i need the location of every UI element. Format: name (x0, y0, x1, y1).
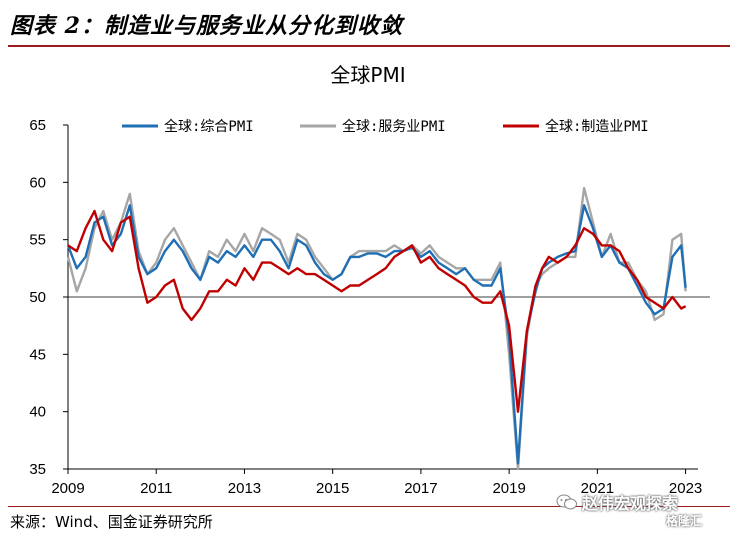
watermark-platform: 格隆汇 (666, 514, 703, 528)
x-tick-label: 2021 (581, 480, 614, 497)
pmi-line-chart: 全球PMI 35 40 45 50 55 60 65 2009 2011 2013 2015 2017 2… (29, 63, 710, 497)
legend-label: 全球:综合PMI (164, 118, 254, 135)
chart-title: 全球PMI (330, 63, 405, 87)
x-tick-label: 2023 (669, 480, 702, 497)
x-tick-label: 2009 (51, 480, 84, 497)
figure-title: 图表 2：制造业与服务业从分化到收敛 (10, 13, 403, 39)
y-tick-label: 60 (29, 174, 46, 191)
chart-area: 全球PMI 35 40 45 50 55 60 65 2009 2011 2013 2015 2017 2… (0, 50, 737, 505)
series-line-1 (66, 204, 687, 465)
x-tick-label: 2013 (228, 480, 261, 497)
y-tick-label: 45 (29, 346, 46, 363)
figure-header: 图表 2：制造业与服务业从分化到收敛 (0, 0, 737, 47)
legend-label: 全球:制造业PMI (545, 118, 649, 135)
watermark-account: 赵伟宏观探索 (582, 494, 679, 513)
y-tick-label: 35 (29, 461, 46, 478)
x-tick-label: 2011 (140, 480, 172, 497)
y-tick-label: 40 (29, 404, 46, 421)
y-tick-label: 65 (29, 117, 46, 134)
wechat-icon (556, 494, 577, 510)
footer-rule (8, 506, 730, 507)
legend-label: 全球:服务业PMI (342, 118, 446, 135)
header-rule (8, 45, 730, 47)
x-tick-label: 2019 (492, 480, 525, 497)
y-tick-label: 50 (29, 289, 46, 306)
source-note: 来源：Wind、国金证券研究所 (10, 513, 213, 531)
series-line-3 (67, 209, 687, 413)
watermark: 赵伟宏观探索 格隆汇 (554, 490, 729, 534)
y-tick-label: 55 (29, 232, 46, 249)
x-tick-label: 2017 (404, 480, 437, 497)
series-line-2 (66, 186, 687, 471)
x-tick-label: 2015 (316, 480, 349, 497)
